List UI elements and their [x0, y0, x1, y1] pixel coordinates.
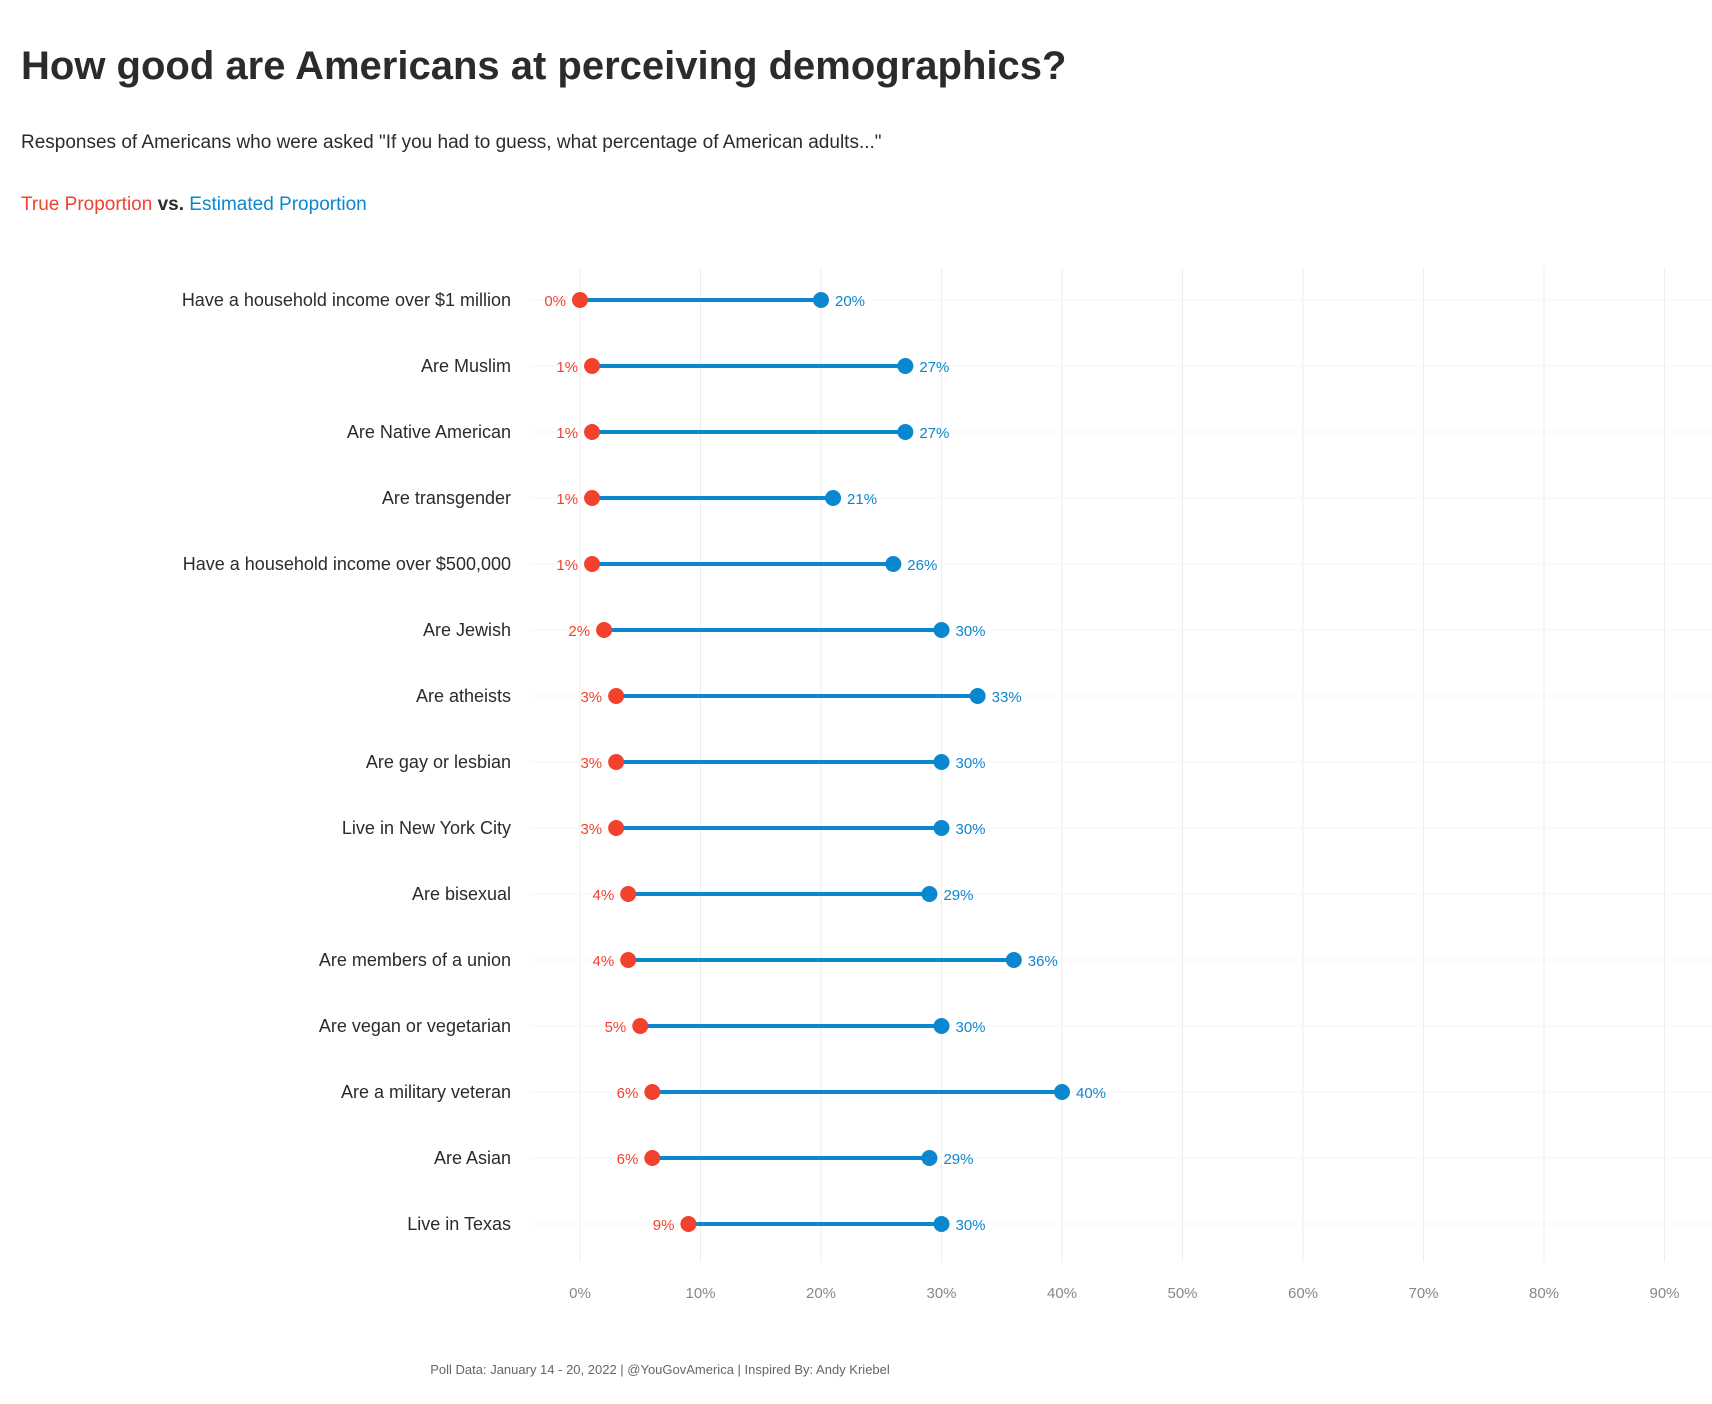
grid-layer [530, 268, 1712, 1262]
category-label: Are a military veteran [341, 1082, 511, 1102]
true-proportion-label: 1% [556, 359, 578, 376]
estimated-proportion-dot [969, 688, 986, 704]
estimated-proportion-dot [933, 1216, 950, 1232]
true-proportion-label: 4% [593, 887, 615, 904]
estimated-proportion-dot [933, 622, 950, 638]
category-labels: Have a household income over $1 million A… [182, 290, 511, 1234]
estimated-proportion-label: 20% [835, 293, 865, 310]
chart-caption: Poll Data: January 14 - 20, 2022 | @YouG… [430, 1362, 890, 1377]
x-tick-label: 40% [1047, 1285, 1077, 1302]
category-label: Have a household income over $500,000 [183, 554, 511, 574]
x-tick-label: 90% [1649, 1285, 1679, 1302]
chart-title: How good are Americans at perceiving dem… [21, 44, 1067, 88]
category-label: Are members of a union [319, 950, 511, 970]
x-tick-label: 50% [1167, 1285, 1197, 1302]
estimated-proportion-label: 30% [956, 623, 986, 640]
x-tick-label: 80% [1529, 1285, 1559, 1302]
x-tick-label: 70% [1408, 1285, 1438, 1302]
category-label: Are transgender [382, 488, 511, 508]
category-label: Are vegan or vegetarian [319, 1016, 511, 1036]
estimated-proportion-dot [885, 556, 902, 572]
estimated-proportion-label: 30% [956, 755, 986, 772]
true-proportion-label: 1% [556, 557, 578, 574]
estimated-proportion-label: 30% [956, 821, 986, 838]
category-label: Live in New York City [342, 818, 511, 838]
true-proportion-dot [644, 1084, 661, 1100]
category-label: Have a household income over $1 million [182, 290, 511, 310]
estimated-proportion-label: 27% [919, 359, 949, 376]
true-proportion-label: 1% [556, 425, 578, 442]
estimated-proportion-label: 29% [943, 1151, 973, 1168]
true-proportion-label: 3% [580, 689, 602, 706]
legend-separator: vs. [157, 194, 185, 215]
true-proportion-label: 1% [556, 491, 578, 508]
estimated-proportion-label: 36% [1028, 953, 1058, 970]
estimated-proportion-dot [897, 358, 914, 374]
estimated-proportion-label: 26% [907, 557, 937, 574]
category-label: Live in Texas [407, 1214, 511, 1234]
estimated-proportion-dot [933, 1018, 950, 1034]
estimated-proportion-label: 40% [1076, 1085, 1106, 1102]
x-tick-label: 60% [1288, 1285, 1318, 1302]
true-proportion-label: 6% [617, 1085, 639, 1102]
estimated-proportion-dot [1054, 1084, 1070, 1100]
true-proportion-dot [680, 1216, 697, 1232]
x-tick-label: 30% [926, 1285, 956, 1302]
true-proportion-dot [620, 886, 637, 902]
true-proportion-dot [572, 292, 588, 308]
category-label: Are gay or lesbian [366, 752, 511, 772]
x-tick-label: 20% [806, 1285, 836, 1302]
x-axis-ticks: 0% 10% 20% 30% 40% 50% 60% 70% 80% 90% [569, 1285, 1679, 1302]
true-proportion-dot [584, 556, 601, 572]
true-proportion-label: 9% [653, 1217, 675, 1234]
category-label: Are bisexual [412, 884, 511, 904]
true-proportion-dot [608, 754, 625, 770]
estimated-proportion-dot [825, 490, 842, 506]
true-proportion-label: 4% [593, 953, 615, 970]
true-proportion-label: 5% [605, 1019, 627, 1036]
estimated-proportion-label: 30% [956, 1019, 986, 1036]
true-proportion-dot [608, 688, 625, 704]
estimated-proportion-label: 30% [956, 1217, 986, 1234]
true-proportion-dot [596, 622, 613, 638]
true-proportion-dot [632, 1018, 649, 1034]
legend: True Proportion vs. Estimated Proportion [21, 194, 367, 216]
x-tick-label: 0% [569, 1285, 591, 1302]
legend-true-proportion: True Proportion [21, 194, 153, 215]
true-proportion-dot [620, 952, 637, 968]
true-proportion-label: 3% [580, 755, 602, 772]
true-proportion-dot [584, 490, 601, 506]
estimated-proportion-label: 33% [992, 689, 1022, 706]
estimated-proportion-dot [933, 754, 950, 770]
estimated-proportion-dot [813, 292, 829, 308]
estimated-proportion-label: 21% [847, 491, 877, 508]
category-label: Are Asian [434, 1148, 511, 1168]
legend-estimated-proportion: Estimated Proportion [189, 194, 367, 215]
estimated-proportion-dot [933, 820, 950, 836]
true-proportion-label: 2% [568, 623, 590, 640]
dumbbell-chart: Have a household income over $1 million A… [181, 268, 1712, 1302]
category-label: Are Muslim [421, 356, 511, 376]
estimated-proportion-dot [921, 1150, 938, 1166]
true-proportion-label: 6% [617, 1151, 639, 1168]
true-proportion-label: 0% [544, 293, 566, 310]
chart-subtitle: Responses of Americans who were asked "I… [21, 132, 882, 153]
estimated-proportion-label: 29% [943, 887, 973, 904]
data-marks: 0% 20% 1% 27% 1% 27% 1% 21% 1% 26% 2% 30% 3% 33% 3% 30%… [544, 292, 1106, 1234]
true-proportion-dot [644, 1150, 661, 1166]
category-label: Are atheists [416, 686, 511, 706]
estimated-proportion-dot [897, 424, 914, 440]
true-proportion-label: 3% [580, 821, 602, 838]
x-tick-label: 10% [685, 1285, 715, 1302]
estimated-proportion-dot [1005, 952, 1022, 968]
true-proportion-dot [584, 358, 601, 374]
category-label: Are Native American [347, 422, 511, 442]
true-proportion-dot [608, 820, 625, 836]
true-proportion-dot [584, 424, 601, 440]
estimated-proportion-label: 27% [919, 425, 949, 442]
category-label: Are Jewish [423, 620, 511, 640]
estimated-proportion-dot [921, 886, 938, 902]
